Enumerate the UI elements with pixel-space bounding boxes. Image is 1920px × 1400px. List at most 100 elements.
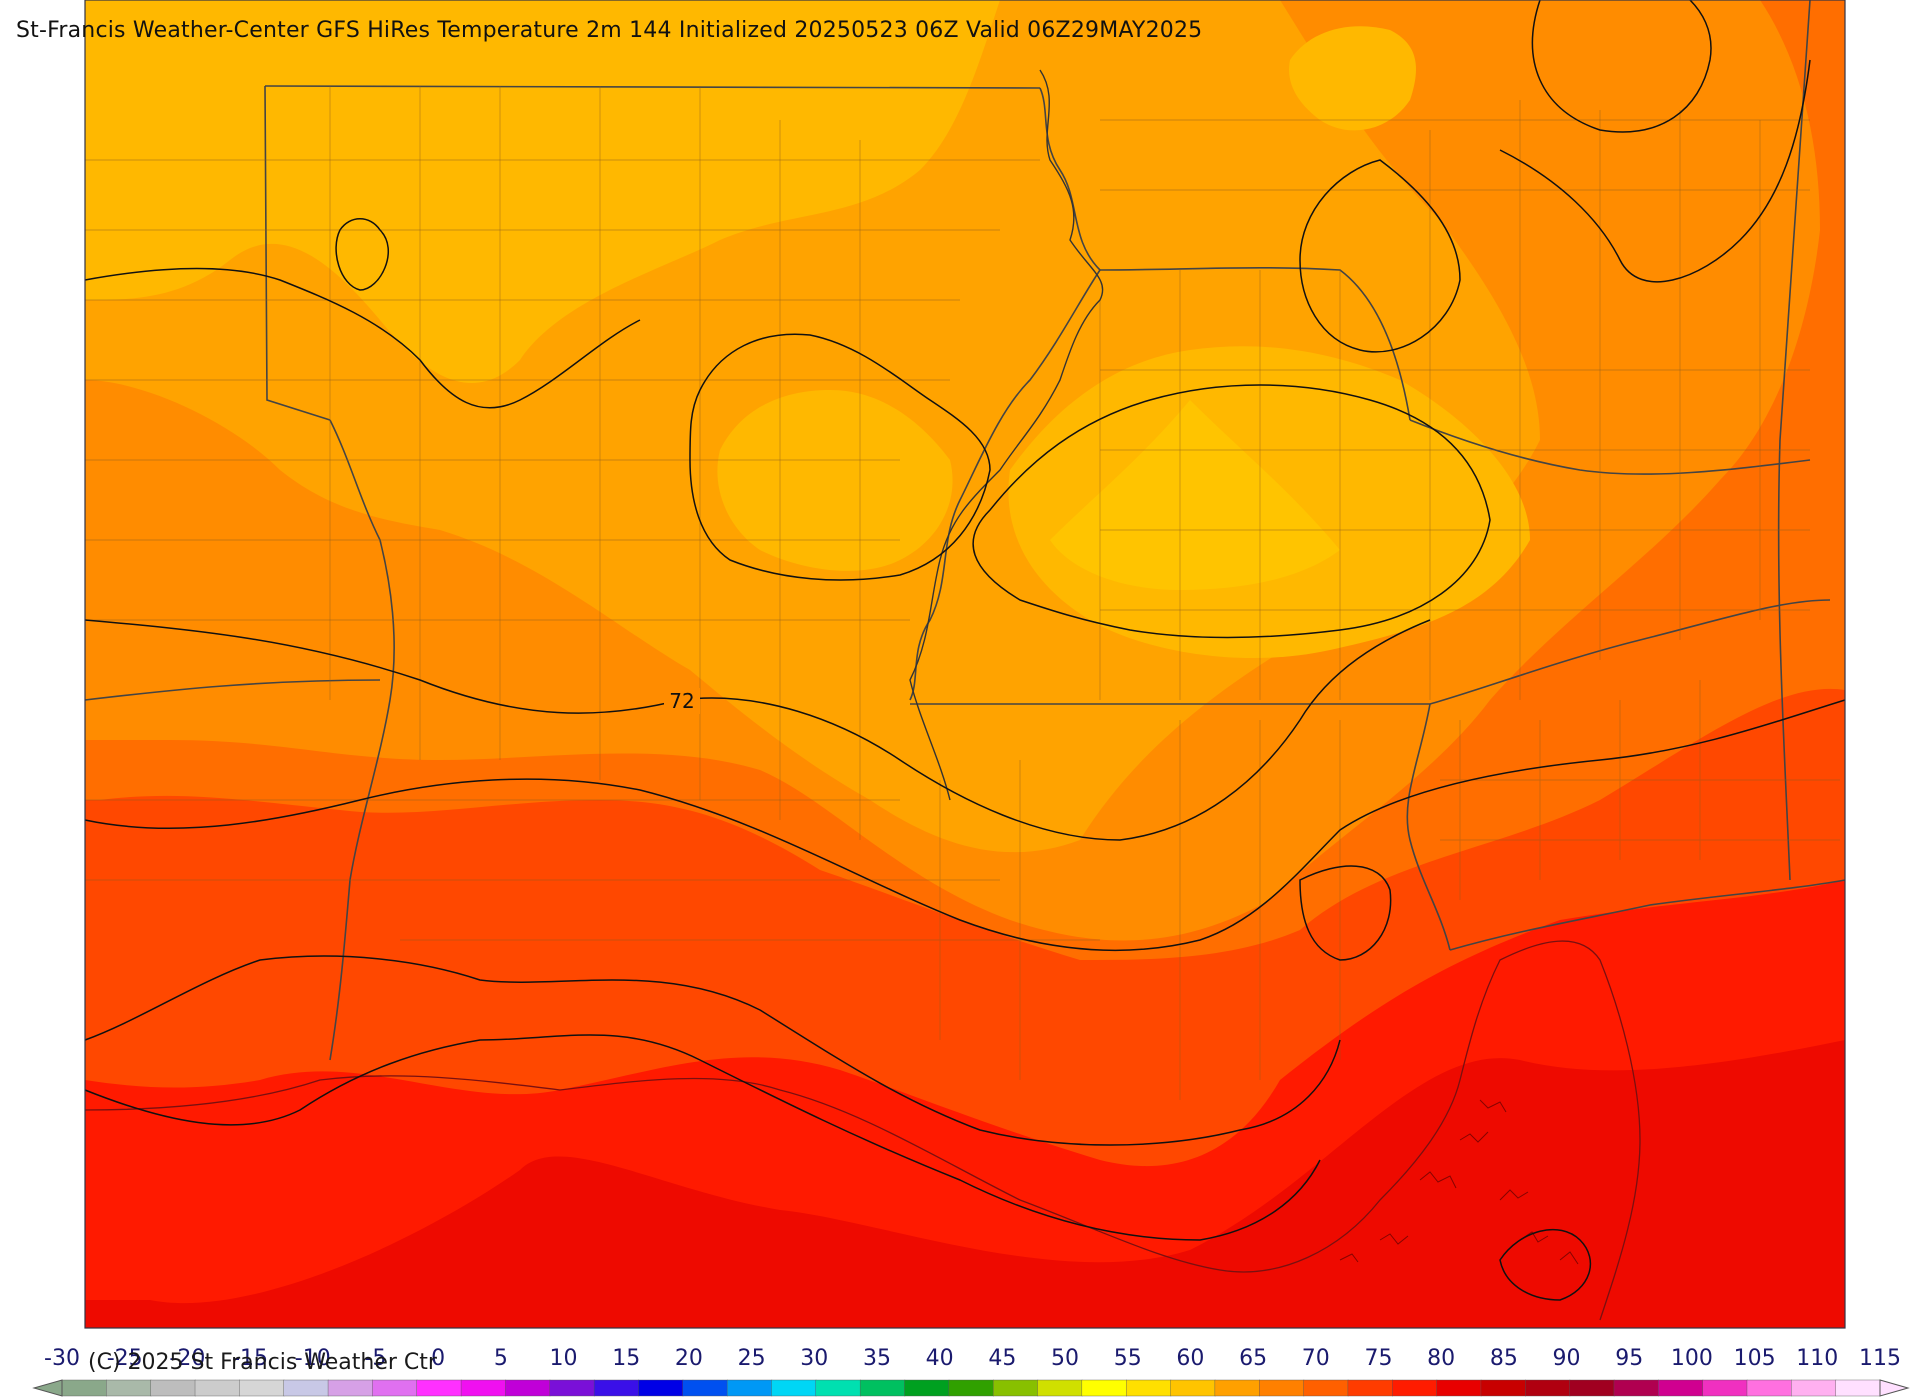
colorbar-tick-label: 0 xyxy=(431,1346,446,1371)
colorbar-tick-label: 60 xyxy=(1176,1346,1205,1371)
isotherm-line xyxy=(1499,1228,1591,1301)
colorbar-tick-label: 30 xyxy=(800,1346,829,1371)
colorbar-swatch xyxy=(1436,1379,1482,1397)
colorbar-swatch xyxy=(1037,1379,1083,1397)
colorbar-swatch xyxy=(1303,1379,1349,1397)
temperature-fill-bands xyxy=(85,0,1845,1328)
colorbar-tick-label: -5 xyxy=(364,1346,387,1371)
colorbar-tick-label: 75 xyxy=(1364,1346,1393,1371)
copyright-text: (C) 2025 St Francis Weather Ctr xyxy=(88,1350,437,1375)
colorbar-tick-label: 110 xyxy=(1796,1346,1839,1371)
colorbar-swatch xyxy=(1480,1379,1526,1397)
isotherm-line xyxy=(84,619,1431,841)
colorbar-tick-label: 35 xyxy=(862,1346,891,1371)
colorbar-tick-label: 20 xyxy=(674,1346,703,1371)
colorbar-swatch xyxy=(992,1379,1039,1397)
colorbar-swatch xyxy=(1347,1379,1393,1397)
colorbar-swatch xyxy=(1569,1379,1615,1397)
colorbar-tick-label: 10 xyxy=(549,1346,578,1371)
isotherm-line xyxy=(84,267,641,409)
colorbar-tick-label: 5 xyxy=(493,1346,508,1371)
temperature-colorbar xyxy=(32,1379,1910,1397)
colorbar-tick-label: 25 xyxy=(737,1346,766,1371)
colorbar-swatch xyxy=(904,1379,950,1397)
colorbar-tick-label: -30 xyxy=(44,1346,80,1371)
colorbar-swatch xyxy=(283,1379,329,1397)
colorbar-swatch xyxy=(505,1379,551,1397)
colorbar-swatch xyxy=(1392,1379,1438,1397)
colorbar-swatch xyxy=(1525,1379,1571,1397)
colorbar-tick-label: 115 xyxy=(1859,1346,1901,1371)
band-55-ky xyxy=(1289,26,1416,131)
colorbar-swatch xyxy=(327,1379,374,1397)
colorbar-swatch xyxy=(549,1379,595,1397)
isotherm-line xyxy=(972,384,1491,639)
colorbar-tick-label: -25 xyxy=(106,1346,143,1371)
colorbar-tick-label: 85 xyxy=(1489,1346,1518,1371)
isotherm-line xyxy=(84,699,1846,952)
colorbar-tick-label: 100 xyxy=(1670,1346,1713,1371)
chart-title: St-Francis Weather-Center GFS HiRes Temp… xyxy=(16,18,1203,43)
colorbar-max-arrow xyxy=(1879,1379,1910,1397)
colorbar-swatch xyxy=(460,1379,507,1397)
colorbar-swatch xyxy=(1214,1379,1260,1397)
colorbar-tick-label: 70 xyxy=(1301,1346,1330,1371)
colorbar-swatch xyxy=(106,1379,152,1397)
colorbar-swatch xyxy=(1658,1379,1704,1397)
colorbar-tick-label: -20 xyxy=(169,1346,206,1371)
state-borders xyxy=(84,0,1846,1061)
colorbar-swatch xyxy=(859,1379,906,1397)
colorbar-swatch xyxy=(372,1379,418,1397)
colorbar-tick-label: 80 xyxy=(1427,1346,1456,1371)
colorbar-swatch xyxy=(1259,1379,1305,1397)
colorbar-swatch xyxy=(61,1379,108,1397)
colorbar-swatch xyxy=(1702,1379,1748,1397)
colorbar-swatch xyxy=(194,1379,241,1397)
colorbar-tick-label: 45 xyxy=(988,1346,1017,1371)
colorbar-swatch xyxy=(593,1379,640,1397)
isotherm-line xyxy=(335,218,390,291)
isotherm-line xyxy=(84,955,1341,1146)
map-frame xyxy=(84,0,1846,1329)
colorbar-swatch xyxy=(638,1379,684,1397)
colorbar-swatch xyxy=(948,1379,994,1397)
isotherm-contours xyxy=(84,0,1846,1301)
colorbar-swatch xyxy=(1746,1379,1793,1397)
colorbar-tick-label: 95 xyxy=(1615,1346,1644,1371)
colorbar-tick-label: 65 xyxy=(1239,1346,1268,1371)
colorbar-tick-label: -10 xyxy=(294,1346,331,1371)
colorbar-swatch xyxy=(815,1379,861,1397)
colorbar-tick-label: 15 xyxy=(612,1346,641,1371)
colorbar-swatch xyxy=(682,1379,728,1397)
colorbar-swatch xyxy=(1835,1379,1881,1397)
coast-marsh-detail xyxy=(1339,1099,1579,1265)
mississippi-river xyxy=(909,69,1104,801)
colorbar-tick-labels: -30 -25 -20 -15 -10 -5 0 5 10 15 20 25 30 35 40 45 50 55 6… xyxy=(0,1346,1920,1374)
colorbar-swatch xyxy=(1170,1379,1216,1397)
band-55-la xyxy=(717,390,953,571)
colorbar-min-arrow xyxy=(32,1379,63,1397)
colorbar-swatch xyxy=(416,1379,462,1397)
band-50-core xyxy=(1050,400,1340,590)
isotherm-line xyxy=(1299,865,1392,961)
isotherm-line xyxy=(1531,0,1712,133)
isotherm-line xyxy=(84,1034,1321,1241)
colorbar-swatch xyxy=(239,1379,285,1397)
colorbar-swatch xyxy=(1081,1379,1127,1397)
colorbar-swatch xyxy=(150,1379,196,1397)
colorbar-swatch xyxy=(1125,1379,1172,1397)
gulf-coastline xyxy=(84,940,1641,1321)
county-lines xyxy=(85,86,1840,1100)
colorbar-tick-label: 55 xyxy=(1113,1346,1142,1371)
colorbar-tick-label: 40 xyxy=(925,1346,954,1371)
contour-label-bg xyxy=(664,688,700,714)
colorbar-swatch xyxy=(1613,1379,1659,1397)
contour-label: 72 xyxy=(669,689,694,713)
temperature-map: 72 xyxy=(84,0,1846,1329)
colorbar-tick-label: 105 xyxy=(1733,1346,1776,1371)
colorbar-tick-label: 90 xyxy=(1552,1346,1581,1371)
colorbar-tick-label: -15 xyxy=(232,1346,269,1371)
isotherm-line xyxy=(1299,159,1461,353)
colorbar-swatch xyxy=(726,1379,773,1397)
colorbar-swatch xyxy=(1791,1379,1837,1397)
